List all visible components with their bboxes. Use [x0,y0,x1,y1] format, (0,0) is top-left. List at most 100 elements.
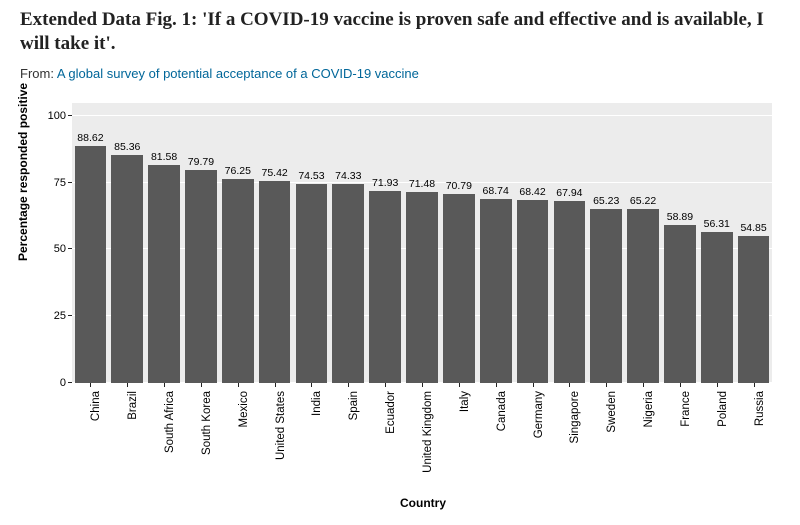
bar-slot: 71.48 [404,103,441,383]
bar-value-label: 65.23 [593,195,619,207]
bar: 68.74 [480,199,512,382]
x-tick-label: Sweden [606,391,618,433]
bar-value-label: 71.48 [409,178,435,190]
x-tick-slot: France [662,383,699,493]
x-tick-label: United States [275,391,287,460]
x-tick-slot: Sweden [588,383,625,493]
bar: 54.85 [738,236,770,382]
y-axis-title: Percentage responded positive [16,82,30,260]
x-tick-mark [385,383,386,387]
x-tick-label: Germany [533,391,545,438]
x-tick-mark [717,383,718,387]
bar-value-label: 81.58 [151,151,177,163]
bar-slot: 85.36 [109,103,146,383]
bar: 70.79 [443,194,475,383]
x-tick-slot: China [72,383,109,493]
bar-value-label: 68.42 [519,186,545,198]
bar: 88.62 [75,146,107,382]
bar-slot: 71.93 [367,103,404,383]
bar-value-label: 74.53 [298,170,324,182]
x-tick-mark [754,383,755,387]
x-tick-slot: United States [256,383,293,493]
x-tick-mark [533,383,534,387]
bar-value-label: 79.79 [188,156,214,168]
x-tick-mark [238,383,239,387]
bar-slot: 74.53 [293,103,330,383]
y-tick-label: 100 [48,110,66,122]
x-tick-slot: Nigeria [625,383,662,493]
bar: 75.42 [259,181,291,382]
bar-value-label: 71.93 [372,177,398,189]
x-tick-mark [90,383,91,387]
x-tick-slot: United Kingdom [404,383,441,493]
bar: 74.53 [296,184,328,383]
x-tick-mark [569,383,570,387]
x-tick-slot: Italy [440,383,477,493]
x-tick-slot: Russia [735,383,772,493]
x-tick-mark [127,383,128,387]
bar-value-label: 65.22 [630,195,656,207]
bar-slot: 56.31 [698,103,735,383]
figure-title-prefix: Extended Data Fig. 1: [20,9,202,30]
bar: 56.31 [701,232,733,382]
plot-area: 0255075100 88.6285.3681.5879.7976.2575.4… [72,103,772,383]
bar: 71.48 [406,192,438,383]
x-tick-slot: Singapore [551,383,588,493]
x-ticks: ChinaBrazilSouth AfricaSouth KoreaMexico… [72,383,772,493]
bar-slot: 70.79 [440,103,477,383]
bar: 81.58 [148,165,180,383]
figure-title: Extended Data Fig. 1: 'If a COVID-19 vac… [20,8,780,56]
x-tick-label: Brazil [127,391,139,420]
bar-value-label: 74.33 [335,170,361,182]
bar: 76.25 [222,179,254,382]
x-tick-slot: India [293,383,330,493]
bar-value-label: 75.42 [261,167,287,179]
x-tick-mark [311,383,312,387]
x-tick-slot: Spain [330,383,367,493]
from-label: From: [20,66,57,81]
bar-slot: 75.42 [256,103,293,383]
bar: 58.89 [664,225,696,382]
x-tick-mark [606,383,607,387]
y-ticks: 0255075100 [40,103,72,383]
bar-value-label: 54.85 [740,222,766,234]
x-tick-mark [422,383,423,387]
bar: 85.36 [111,155,143,383]
x-tick-label: Russia [754,391,766,426]
bar-slot: 54.85 [735,103,772,383]
x-tick-label: France [680,391,692,427]
bar-slot: 68.74 [477,103,514,383]
x-tick-label: Italy [459,391,471,412]
x-tick-label: Poland [717,391,729,427]
bar: 79.79 [185,170,217,383]
bar-slot: 68.42 [514,103,551,383]
x-tick-label: Singapore [569,391,581,443]
x-tick-slot: Ecuador [367,383,404,493]
y-tick-label: 25 [54,310,66,322]
x-tick-mark [680,383,681,387]
bar-value-label: 85.36 [114,141,140,153]
bar-value-label: 88.62 [77,132,103,144]
x-tick-mark [275,383,276,387]
bar: 65.23 [590,209,622,383]
bar-slot: 58.89 [662,103,699,383]
bar-value-label: 76.25 [225,165,251,177]
bar-slot: 65.23 [588,103,625,383]
x-tick-label: China [90,391,102,421]
x-tick-mark [496,383,497,387]
bar: 67.94 [554,201,586,382]
x-tick-label: Nigeria [643,391,655,427]
x-tick-mark [164,383,165,387]
x-tick-mark [348,383,349,387]
bar: 65.22 [627,209,659,383]
bar-value-label: 70.79 [446,180,472,192]
x-tick-slot: Germany [514,383,551,493]
source-link[interactable]: A global survey of potential acceptance … [57,66,419,81]
x-tick-slot: Canada [477,383,514,493]
x-axis-title: Country [400,496,446,510]
bar-slot: 65.22 [625,103,662,383]
x-tick-label: Spain [348,391,360,420]
bar-slot: 79.79 [183,103,220,383]
y-tick-label: 0 [60,377,66,389]
bar-slot: 81.58 [146,103,183,383]
